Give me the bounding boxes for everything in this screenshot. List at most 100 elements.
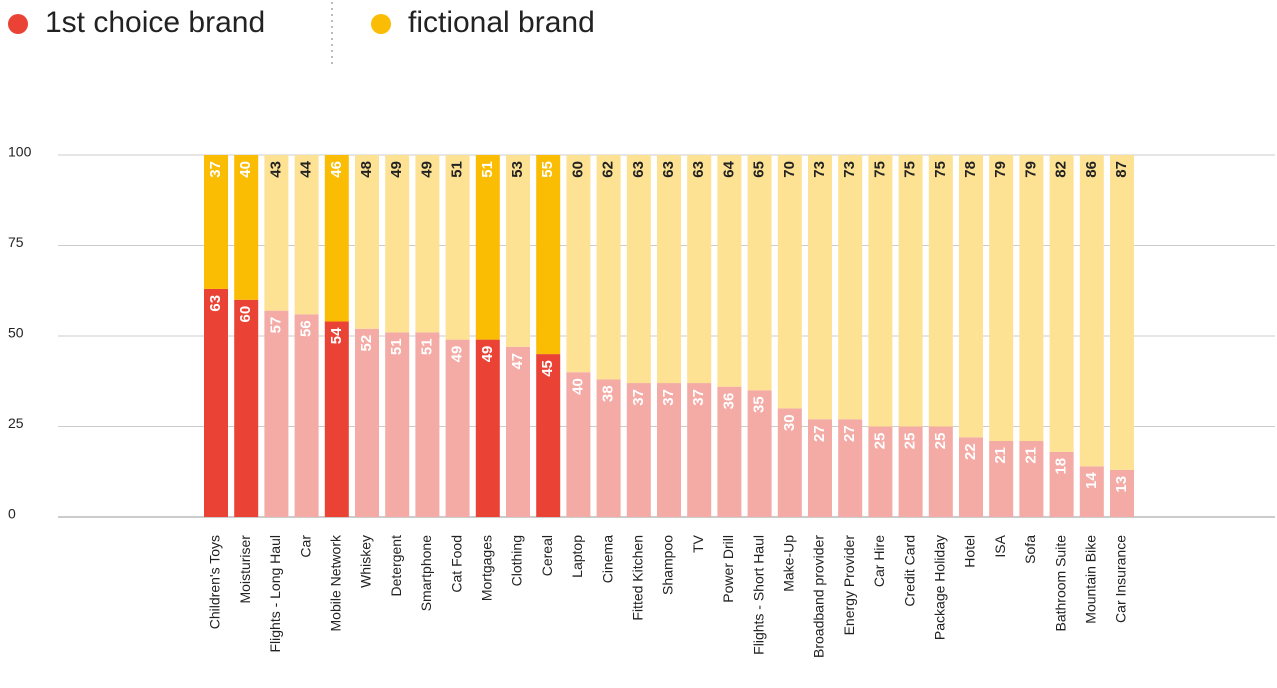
bar-segment [959, 155, 983, 438]
bar-segment [808, 419, 832, 517]
bar-segment [1019, 155, 1044, 441]
data-label: 63 [660, 161, 677, 178]
bar-segment [324, 155, 349, 322]
x-tick-label: Shampoo [660, 535, 676, 595]
bar-segment [808, 155, 832, 420]
data-label: 60 [569, 161, 586, 178]
x-tick-label: Moisturiser [237, 535, 253, 604]
x-tick-label: Flights - Short Haul [750, 535, 766, 655]
x-tick-label: Cinema [599, 535, 615, 583]
data-label: 79 [992, 161, 1009, 178]
data-label: 49 [479, 346, 496, 363]
data-label: 87 [1113, 161, 1130, 178]
bar-segment [838, 155, 863, 420]
data-label: 51 [449, 161, 466, 178]
data-label: 63 [207, 295, 224, 312]
x-tick-label: TV [690, 534, 706, 553]
data-label: 43 [267, 161, 284, 178]
data-label: 37 [207, 161, 224, 178]
x-tick-label: Bathroom Suite [1052, 535, 1068, 632]
data-label: 47 [509, 353, 526, 370]
x-tick-label: Car Insurance [1113, 535, 1129, 623]
data-label: 51 [479, 161, 496, 178]
x-tick-label: Cat Food [448, 535, 464, 593]
bar-segment [234, 299, 259, 517]
x-tick-label: Package Holiday [932, 535, 948, 640]
x-tick-label: Clothing [509, 535, 525, 586]
bar-segment [324, 321, 349, 517]
x-tick-label: Broadband provider [811, 535, 827, 658]
legend-label: 1st choice brand [45, 6, 265, 39]
legend-label: fictional brand [408, 6, 595, 39]
bar-segment [1110, 469, 1134, 517]
bar-segment [717, 155, 742, 387]
bar-segment [989, 440, 1014, 517]
bar-segment [1019, 440, 1044, 517]
x-tick-label: Smartphone [418, 535, 434, 611]
data-label: 63 [690, 161, 707, 178]
bar-segment [264, 310, 289, 517]
data-label: 82 [1053, 161, 1070, 178]
data-label: 44 [298, 160, 315, 177]
bar-segment [385, 332, 410, 517]
data-label: 64 [720, 160, 737, 177]
bar-segment [204, 288, 228, 517]
bar-segment [506, 155, 530, 347]
bar-segment [959, 437, 983, 517]
bar-segment [536, 155, 561, 355]
bar-segment [596, 379, 621, 517]
bar-segment [1049, 451, 1074, 517]
data-label: 56 [298, 320, 315, 337]
data-label: 73 [841, 161, 858, 178]
data-label: 78 [962, 161, 979, 178]
bar-segment [445, 339, 470, 517]
bar-segment [1079, 466, 1104, 517]
x-tick-label: Mortgages [479, 535, 495, 601]
bar-segment [294, 155, 319, 315]
data-label: 65 [751, 161, 768, 178]
x-tick-label: Children's Toys [207, 535, 223, 629]
bar-segment [868, 426, 893, 517]
x-tick-label: Power Drill [720, 535, 736, 603]
bar-segment [506, 346, 530, 517]
data-label: 38 [600, 385, 617, 402]
data-label: 18 [1053, 458, 1070, 475]
data-label: 54 [328, 327, 345, 344]
bar-segment [1079, 155, 1104, 467]
data-label: 27 [841, 425, 858, 442]
bar-segment [687, 155, 712, 384]
data-label: 48 [358, 161, 375, 178]
bar-segment [747, 155, 772, 391]
data-label: 62 [600, 161, 617, 178]
x-tick-label: Whiskey [358, 535, 374, 588]
bar-segment [928, 426, 953, 517]
data-label: 49 [449, 346, 466, 363]
bar-segment [234, 155, 259, 300]
data-label: 53 [509, 161, 526, 178]
data-label: 14 [1083, 472, 1100, 489]
bar-segment [657, 155, 681, 384]
y-tick-label: 100 [8, 144, 32, 160]
data-label: 75 [871, 161, 888, 178]
data-label: 49 [388, 161, 405, 178]
bar-segment [687, 383, 712, 517]
bar-segment [566, 372, 591, 517]
bar-segment [626, 383, 651, 517]
data-label: 27 [811, 425, 828, 442]
data-label: 40 [237, 161, 254, 178]
data-label: 40 [569, 378, 586, 395]
data-label: 73 [811, 161, 828, 178]
data-label: 46 [328, 161, 345, 178]
bar-segment [385, 155, 410, 333]
bar-segment [626, 155, 651, 384]
bar-segment [898, 155, 923, 427]
y-tick-label: 25 [8, 415, 24, 431]
bar-segment [294, 314, 319, 517]
bar-segment [898, 426, 923, 517]
x-tick-label: Fitted Kitchen [630, 535, 646, 621]
data-label: 75 [932, 161, 949, 178]
bar-segment [838, 419, 863, 517]
data-label: 55 [539, 161, 556, 178]
bar-segment [1110, 155, 1134, 470]
